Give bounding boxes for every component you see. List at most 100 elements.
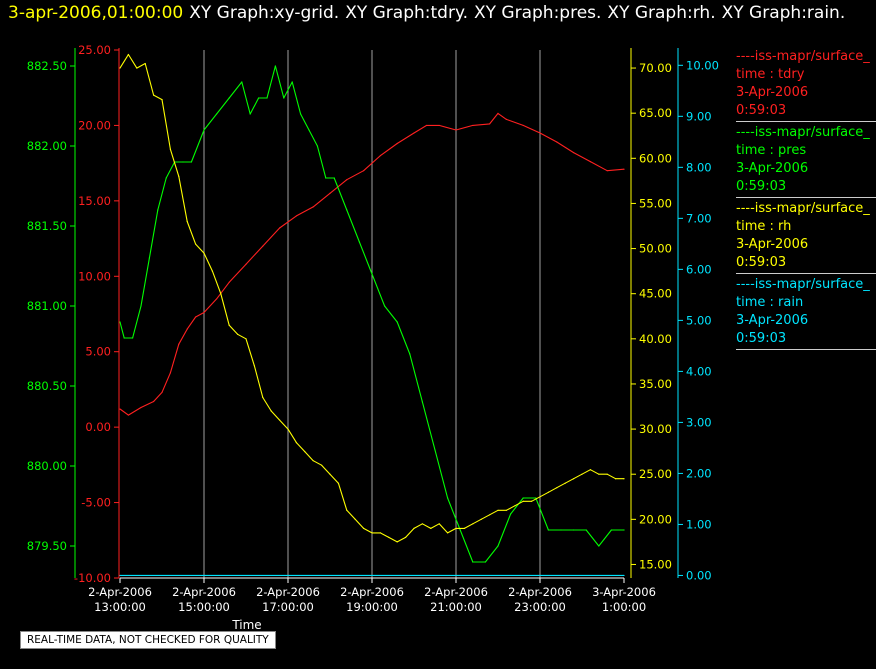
tdry-point — [438, 124, 440, 127]
rh-point — [245, 338, 247, 340]
tdry-point — [606, 170, 608, 172]
tdry-point — [216, 298, 218, 300]
pres-point — [346, 209, 348, 211]
rh-point — [388, 536, 390, 538]
tdry-point — [623, 168, 625, 170]
x-tick-date: 2-Apr-2006 — [508, 585, 572, 599]
rh-point — [321, 464, 323, 466]
rh-point — [136, 67, 138, 69]
pres-tick-label: 879.50 — [27, 539, 67, 553]
legend-entry-rain[interactable]: ----iss-mapr/surface_ time : rain 3-Apr-… — [736, 276, 876, 350]
tdry-point — [140, 406, 142, 409]
tdry-point — [203, 311, 205, 314]
pres-tick-label: 880.50 — [27, 379, 67, 393]
rh-point — [371, 532, 373, 534]
rh-point — [169, 148, 171, 150]
tdry-point — [396, 142, 398, 145]
tdry-point — [161, 391, 163, 394]
legend-label: time : rh — [736, 219, 792, 234]
pres-tick-label: 881.00 — [27, 299, 67, 313]
pres-point — [300, 113, 302, 115]
x-tick-time: 1:00:00 — [602, 600, 646, 614]
tdry-tick-label: -10.00 — [74, 571, 111, 585]
rh-point — [480, 518, 482, 520]
pres-point — [396, 321, 398, 323]
tdry-point — [279, 227, 281, 229]
legend-source: ----iss-mapr/surface_ — [736, 125, 870, 140]
tdry-point — [426, 124, 428, 127]
pres-point — [421, 401, 423, 403]
pres-point — [333, 177, 335, 179]
pres-tick-label: 881.50 — [27, 219, 67, 233]
tdry-point — [169, 372, 171, 374]
pres-point — [316, 145, 318, 147]
tdry-point — [245, 263, 247, 265]
pres-point — [459, 529, 461, 531]
rh-point — [346, 509, 348, 511]
rh-point — [573, 478, 575, 480]
x-tick-time: 17:00:00 — [262, 600, 314, 614]
x-tick-date: 2-Apr-2006 — [340, 585, 404, 599]
rh-point — [497, 509, 499, 511]
rh-point — [514, 505, 516, 507]
tdry-point — [539, 132, 541, 134]
header: 3-apr-2006,01:00:00 XY Graph:xy-grid. XY G… — [8, 3, 845, 23]
rh-point — [144, 62, 146, 65]
tdry-point — [489, 123, 491, 125]
tdry-point — [329, 192, 331, 194]
pres-point — [266, 97, 268, 99]
legend-entry-tdry[interactable]: ----iss-mapr/surface_ time : tdry 3-Apr-… — [736, 48, 876, 122]
rh-tick-label: 70.00 — [639, 61, 672, 75]
rh-point — [270, 410, 272, 412]
tdry-point — [573, 151, 575, 154]
rh-point — [329, 473, 331, 475]
rh-point — [581, 473, 583, 475]
rh-point — [564, 482, 566, 484]
pres-point — [623, 529, 625, 531]
legend-label: time : rain — [736, 295, 804, 310]
x-tick-time: 21:00:00 — [430, 600, 482, 614]
pres-point — [371, 273, 373, 275]
legend-entry-pres[interactable]: ----iss-mapr/surface_ time : pres 3-Apr-… — [736, 124, 876, 198]
series-rh — [119, 53, 625, 543]
rain-tick-label: 8.00 — [686, 160, 712, 174]
pres-point — [484, 561, 486, 563]
tdry-point — [413, 132, 415, 134]
tdry-point — [127, 414, 129, 416]
rh-point — [295, 442, 297, 444]
pres-point — [148, 257, 150, 259]
pres-point — [216, 113, 218, 115]
rh-point — [430, 527, 432, 529]
rh-point — [615, 478, 617, 480]
tdry-point — [262, 245, 264, 247]
pres-point — [249, 113, 251, 115]
rh-tick-label: 65.00 — [639, 106, 672, 120]
tdry-point — [153, 400, 155, 403]
rh-point — [421, 523, 423, 525]
pres-point — [308, 129, 310, 131]
pres-point — [241, 81, 243, 83]
rh-point — [405, 536, 407, 538]
rh-point — [447, 532, 449, 534]
pres-point — [325, 177, 327, 179]
rh-point — [186, 220, 188, 223]
x-tick-time: 19:00:00 — [346, 600, 398, 614]
tdry-point — [178, 343, 180, 345]
rh-point — [598, 473, 600, 475]
rain-tick-label: 9.00 — [686, 109, 712, 123]
legend-time: 0:59:03 — [736, 331, 787, 346]
rh-point — [522, 500, 524, 502]
graph-title-xy-grid: XY Graph:xy-grid. — [189, 3, 340, 23]
legend-time: 0:59:03 — [736, 255, 787, 270]
pres-point — [203, 129, 205, 131]
rain-tick-label: 1.00 — [686, 517, 712, 531]
tdry-point — [228, 281, 230, 283]
pres-point — [585, 529, 587, 531]
tdry-point — [505, 118, 507, 120]
rh-point — [287, 428, 289, 430]
legend-entry-rh[interactable]: ----iss-mapr/surface_ time : rh 3-Apr-20… — [736, 200, 876, 274]
pres-point — [358, 241, 360, 243]
rh-point — [228, 324, 230, 326]
pres-point — [384, 305, 386, 307]
